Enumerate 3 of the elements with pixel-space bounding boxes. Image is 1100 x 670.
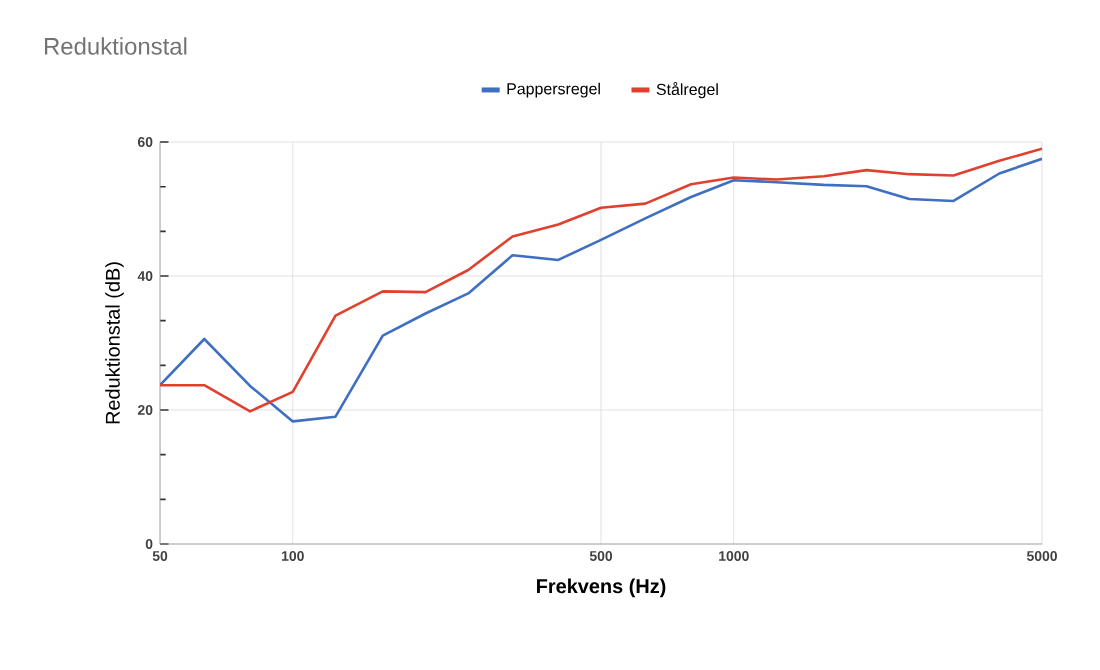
chart-title: Reduktionstal bbox=[45, 37, 187, 55]
y-axis-title: Reduktionstal (dB) bbox=[105, 262, 124, 424]
x-axis-title: Frekvens (Hz) bbox=[537, 578, 666, 598]
